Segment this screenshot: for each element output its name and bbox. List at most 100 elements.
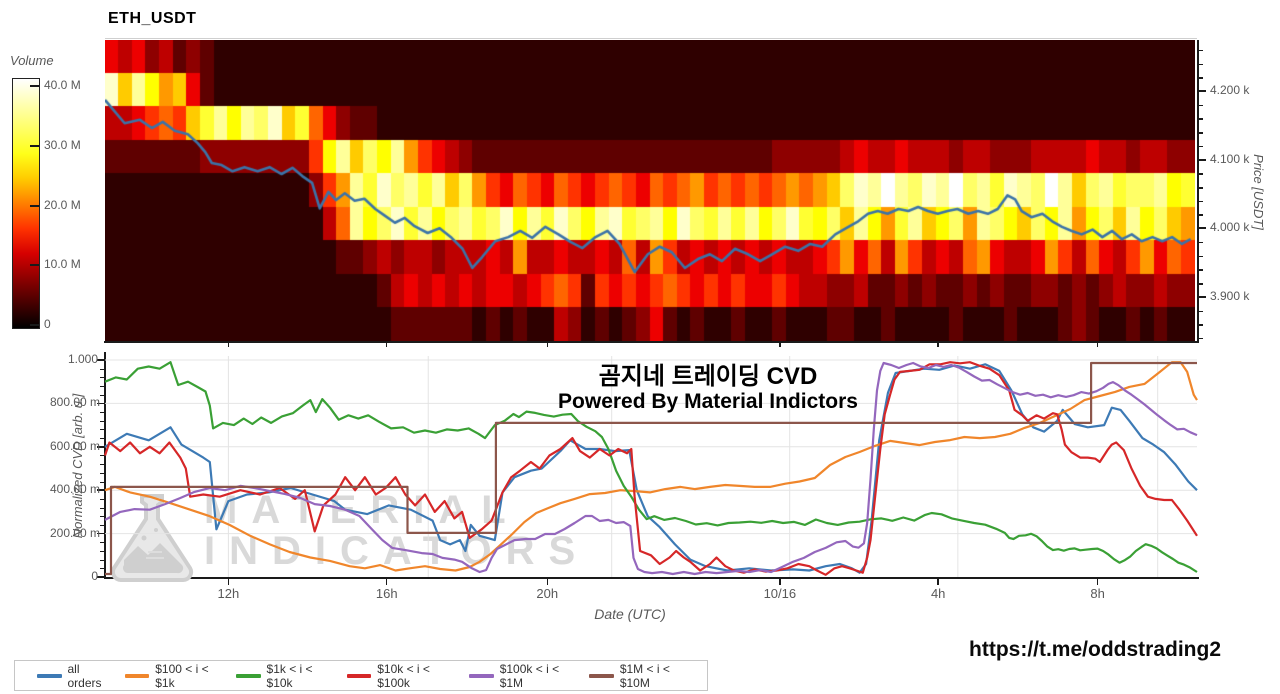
cvd-x-tick-label: 16h bbox=[375, 586, 398, 601]
price-minor-tick bbox=[1197, 337, 1203, 340]
cvd-x-tick-label: 10/16 bbox=[763, 586, 797, 601]
price-minor-tick bbox=[1197, 187, 1203, 189]
telegram-link-text: https://t.me/oddstrading2 bbox=[969, 638, 1221, 661]
volume-tick bbox=[30, 204, 39, 207]
cvd-y-tick-label: 600.00 m bbox=[50, 438, 101, 453]
cvd-chart-plot[interactable] bbox=[95, 350, 1205, 585]
cvd-x-axis-label: Date (UTC) bbox=[594, 606, 666, 622]
volume-tick-label: 0 bbox=[44, 317, 51, 331]
cvd-x-tick bbox=[385, 577, 388, 585]
price-minor-tick bbox=[1197, 104, 1203, 107]
volume-tick bbox=[30, 264, 39, 267]
price-minor-tick bbox=[1197, 241, 1203, 244]
legend-swatch bbox=[37, 673, 62, 678]
price-tick-label: 4.100 k bbox=[1210, 151, 1250, 166]
price-minor-tick bbox=[1197, 173, 1203, 175]
watermark-line2: INDICATORS bbox=[204, 529, 590, 573]
flask-icon bbox=[110, 494, 194, 582]
cvd-x-tick-label: 8h bbox=[1090, 586, 1105, 601]
cvd-y-minor-tick bbox=[100, 438, 105, 440]
cvd-y-minor-tick bbox=[100, 429, 105, 431]
cvd-y-minor-tick bbox=[100, 507, 105, 509]
cvd-y-minor-tick bbox=[100, 516, 105, 518]
heatmap-x-tick bbox=[1096, 341, 1099, 347]
cvd-y-tick bbox=[97, 402, 105, 405]
cvd-chart-title: 곰지네 트레이딩 CVD bbox=[598, 363, 818, 390]
volume-colorbar-gradient bbox=[12, 78, 40, 329]
price-minor-tick bbox=[1197, 324, 1203, 326]
volume-colorbar-label: Volume bbox=[10, 53, 54, 68]
price-minor-tick bbox=[1197, 145, 1203, 148]
cvd-y-tick bbox=[97, 489, 105, 491]
cvd-y-minor-tick bbox=[100, 464, 105, 466]
price-minor-tick bbox=[1197, 269, 1203, 271]
cvd-y-minor-tick bbox=[100, 481, 105, 483]
cvd-series-all-orders bbox=[104, 363, 1198, 574]
cvd-y-minor-tick bbox=[100, 368, 105, 370]
cvd-chart-subtitle: Powered By Material Indictors bbox=[558, 390, 858, 413]
cvd-x-tick-label: 20h bbox=[536, 586, 559, 601]
price-tick bbox=[1197, 227, 1206, 230]
heatmap-x-tick bbox=[385, 341, 388, 347]
price-minor-tick bbox=[1197, 132, 1203, 134]
price-axis-line bbox=[1197, 40, 1199, 343]
price-minor-tick bbox=[1197, 63, 1203, 66]
cvd-y-tick-label: 200.00 m bbox=[50, 525, 101, 540]
legend-item--1M-i-10M: $1M < i < $10M bbox=[589, 662, 693, 690]
cvd-y-tick-label: 400.00 m bbox=[50, 482, 101, 497]
cvd-series--1M-i-10M bbox=[105, 361, 1197, 576]
cvd-y-minor-tick bbox=[100, 559, 105, 561]
price-tick-label: 4.200 k bbox=[1210, 83, 1250, 97]
legend-item--1k-i-10k: $1k < i < $10k bbox=[235, 661, 333, 690]
series-legend: all orders $100 < i < $1k $1k < i < $10k $1… bbox=[14, 660, 708, 691]
cvd-y-minor-tick bbox=[100, 550, 105, 552]
cvd-y-minor-tick bbox=[100, 455, 105, 457]
legend-label: $10k < i < $100k bbox=[377, 661, 430, 690]
cvd-y-tick-label: 1.000 bbox=[67, 352, 98, 366]
volume-tick bbox=[30, 144, 39, 147]
legend-label: $100 < i < $1k bbox=[155, 661, 209, 690]
price-minor-tick bbox=[1197, 214, 1203, 216]
heatmap-x-tick bbox=[227, 341, 230, 347]
volume-tick-label: 40.0 M bbox=[44, 78, 81, 92]
cvd-x-tick bbox=[227, 577, 230, 585]
cvd-x-tick bbox=[1096, 577, 1099, 585]
cvd-y-minor-tick bbox=[100, 386, 105, 388]
cvd-y-tick bbox=[97, 532, 105, 535]
volume-tick bbox=[30, 324, 39, 326]
cvd-x-tick-label: 12h bbox=[217, 586, 240, 601]
price-minor-tick bbox=[1197, 310, 1203, 313]
heatmap-x-tick bbox=[546, 341, 548, 347]
cvd-y-minor-tick bbox=[100, 420, 105, 422]
price-minor-tick bbox=[1197, 49, 1203, 52]
cvd-series--100-i-1k bbox=[104, 361, 1198, 572]
price-axis-label: Price [USDT] bbox=[1251, 154, 1266, 230]
legend-item--10k-i-100k: $10k < i < $100k bbox=[346, 661, 455, 690]
legend-swatch bbox=[124, 673, 150, 678]
heatmap-top-border bbox=[105, 38, 1197, 39]
heatmap-x-tick bbox=[937, 341, 939, 347]
legend-swatch bbox=[589, 673, 614, 678]
cvd-y-minor-tick bbox=[100, 377, 105, 379]
price-minor-tick bbox=[1197, 255, 1203, 258]
heatmap-x-tick bbox=[779, 341, 781, 347]
volume-heatmap-canvas[interactable] bbox=[105, 40, 1195, 341]
legend-label: $1k < i < $10k bbox=[266, 661, 313, 690]
legend-label: $1M < i < $10M bbox=[619, 661, 670, 690]
cvd-y-minor-tick bbox=[100, 568, 105, 570]
cvd-y-minor-tick bbox=[100, 472, 105, 474]
price-tick bbox=[1197, 90, 1206, 92]
cvd-y-tick-label: 0 bbox=[91, 569, 98, 583]
legend-item-all-orders: all orders bbox=[37, 662, 111, 690]
cvd-y-axis-line bbox=[104, 352, 106, 578]
legend-label: $100k < i < $1M bbox=[499, 661, 560, 690]
price-tick-label: 3.900 k bbox=[1210, 288, 1250, 303]
symbol-title: ETH_USDT bbox=[108, 10, 197, 27]
legend-item--100k-i-1M: $100k < i < $1M bbox=[469, 662, 575, 690]
heatmap-bottom-axis bbox=[104, 341, 1198, 343]
legend-swatch bbox=[346, 673, 372, 678]
volume-tick-label: 30.0 M bbox=[44, 137, 81, 152]
volume-tick-label: 10.0 M bbox=[44, 257, 81, 272]
price-minor-tick bbox=[1197, 200, 1203, 203]
cvd-y-minor-tick bbox=[100, 498, 105, 500]
